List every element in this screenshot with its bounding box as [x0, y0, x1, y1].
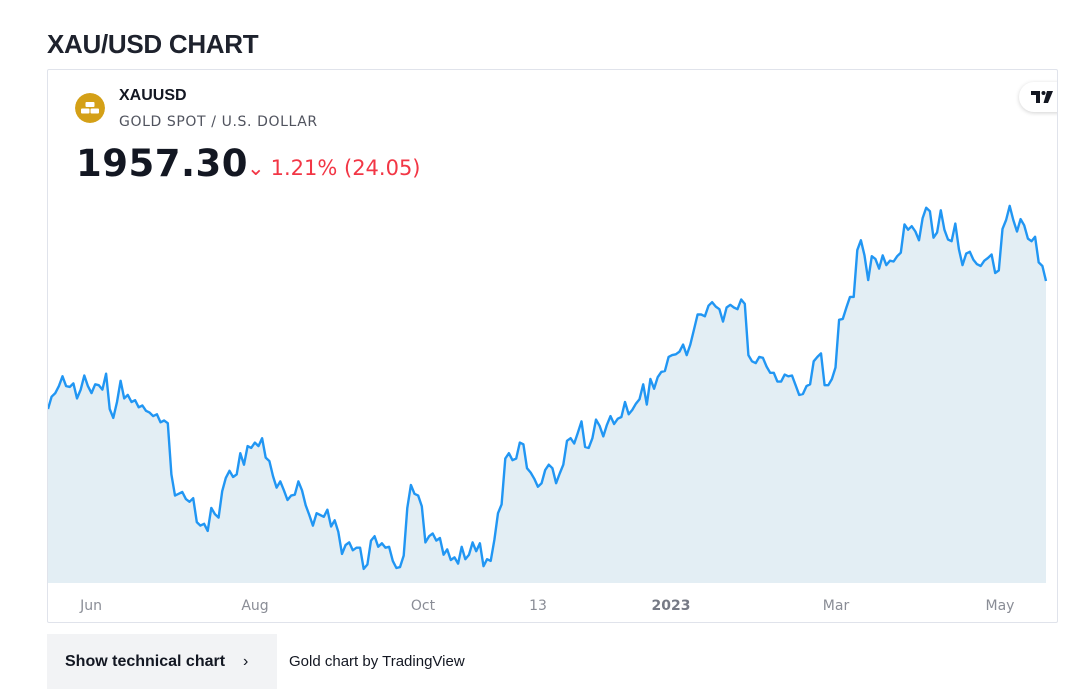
chevron-right-icon: ›: [243, 652, 249, 670]
show-technical-chart-button[interactable]: Show technical chart ›: [47, 634, 277, 689]
price-change-value: 1.21% (24.05): [270, 156, 421, 180]
x-axis-tick-label: 2023: [652, 598, 691, 614]
chart-attribution[interactable]: Gold chart by TradingView: [289, 653, 465, 670]
page-title: XAU/USD CHART: [47, 29, 259, 59]
symbol-ticker: XAUUSD: [119, 87, 187, 104]
chart-widget[interactable]: Jun Aug Oct 13 2023 Mar May XAUUSD GOLD SPOT /…: [47, 69, 1058, 623]
show-technical-chart-label: Show technical chart: [65, 652, 226, 670]
x-axis-tick-label: Oct: [411, 598, 436, 614]
tradingview-logo-icon[interactable]: [1019, 82, 1057, 112]
x-axis-tick-label: Jun: [79, 598, 102, 614]
price-series-line[interactable]: [48, 204, 1048, 571]
price-chart[interactable]: Jun Aug Oct 13 2023 Mar May: [48, 70, 1058, 623]
x-axis-tick-label: Aug: [241, 598, 268, 614]
current-price: 1957.30: [76, 142, 249, 185]
chevron-down-icon: ⌄: [247, 156, 265, 180]
x-axis-tick-label: 13: [529, 598, 547, 614]
symbol-description: GOLD SPOT / U.S. DOLLAR: [119, 114, 318, 130]
x-axis-tick-label: May: [986, 598, 1015, 614]
price-change: ⌄ 1.21% (24.05): [247, 156, 421, 180]
price-area-fill: [48, 205, 1046, 583]
x-axis-tick-label: Mar: [823, 598, 850, 614]
gold-bars-icon: [75, 93, 105, 123]
